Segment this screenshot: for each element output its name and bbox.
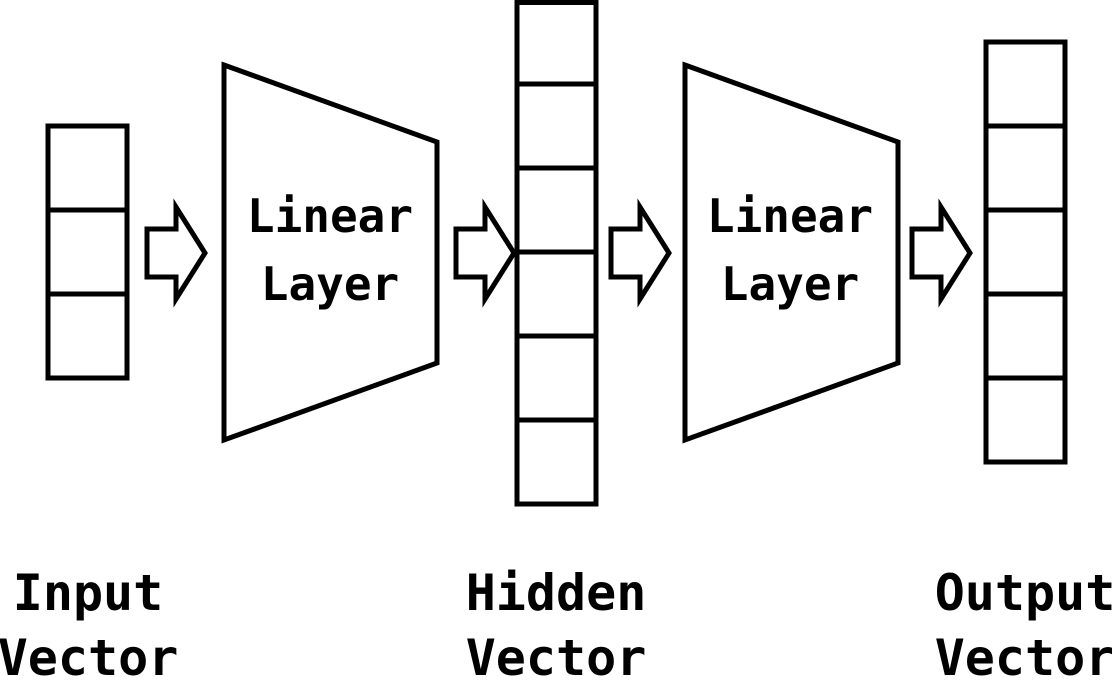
input-vector-cell — [45, 291, 130, 381]
output-vector-cell — [983, 207, 1068, 297]
linear-layer-1-label-line1: Linear — [247, 189, 413, 243]
linear-layer-1-label-line2: Layer — [261, 257, 399, 311]
hidden-vector-cell — [514, 333, 599, 423]
arrow-right-icon — [144, 198, 208, 308]
linear-layer-1 — [221, 61, 440, 444]
hidden-vector-label-line1: Hidden — [466, 564, 647, 622]
output-vector-cell — [983, 291, 1068, 381]
output-vector-cell — [983, 123, 1068, 213]
output-vector-cell — [983, 39, 1068, 129]
linear-layer-2-label-line1: Linear — [707, 189, 873, 243]
hidden-vector-cell — [514, 81, 599, 171]
hidden-vector — [514, 0, 599, 507]
input-vector — [45, 123, 130, 381]
arrow-right-icon — [909, 198, 973, 308]
linear-layer-2-label-line2: Layer — [721, 257, 859, 311]
hidden-vector-cell — [514, 0, 599, 87]
output-vector — [983, 39, 1068, 465]
input-vector-cell — [45, 123, 130, 213]
arrow-right-icon — [608, 198, 672, 308]
input-vector-cell — [45, 207, 130, 297]
hidden-vector-cell — [514, 417, 599, 507]
output-vector-label-line2: Vector — [935, 629, 1112, 680]
output-vector-label-line1: Output — [935, 564, 1112, 622]
linear-layer-2 — [682, 61, 901, 444]
arrow-right-icon — [453, 198, 517, 308]
input-vector-label-line1: Input — [13, 564, 164, 622]
hidden-vector-cell — [514, 165, 599, 255]
output-vector-cell — [983, 375, 1068, 465]
hidden-vector-label-line2: Vector — [466, 629, 647, 680]
hidden-vector-cell — [514, 249, 599, 339]
input-vector-label-line2: Vector — [0, 629, 178, 680]
